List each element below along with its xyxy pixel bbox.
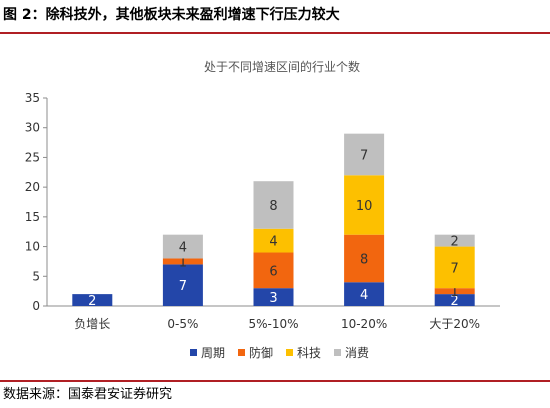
data-label: 6 <box>269 264 277 279</box>
bar-segment <box>162 258 203 265</box>
legend-swatch <box>190 349 197 356</box>
data-label: 1 <box>179 255 187 270</box>
data-label: 2 <box>451 294 459 309</box>
bar-segment <box>72 294 113 306</box>
legend-label: 消费 <box>345 346 369 360</box>
data-label: 8 <box>360 252 368 267</box>
y-tick-label: 20 <box>25 180 40 194</box>
y-tick-label: 5 <box>32 269 40 283</box>
bar-segment <box>253 181 294 229</box>
bar-segment <box>344 282 385 306</box>
y-tick-label: 0 <box>32 299 40 313</box>
data-label: 7 <box>179 279 187 294</box>
y-tick-label: 15 <box>25 210 40 224</box>
bar-segment <box>162 234 203 259</box>
x-tick-label: 大于20% <box>429 317 480 331</box>
bar-segment <box>344 234 385 283</box>
data-label: 10 <box>356 199 373 214</box>
data-label: 1 <box>451 285 459 300</box>
y-tick-label: 10 <box>25 240 40 254</box>
data-label: 8 <box>269 199 277 214</box>
data-label: 4 <box>269 235 277 250</box>
title-rule <box>0 32 550 34</box>
x-tick-label: 10-20% <box>341 317 387 331</box>
bar-segment <box>434 234 475 247</box>
legend-label: 防御 <box>249 345 273 360</box>
bar-segment <box>162 264 203 306</box>
legend-label: 科技 <box>297 346 321 360</box>
data-label: 7 <box>360 148 368 163</box>
legend-swatch <box>238 349 245 356</box>
legend-swatch <box>334 349 341 356</box>
legend: 周期 防御 科技 消费 <box>190 345 369 360</box>
figure-title: 图 2：除科技外，其他板块未来盈利增速下行压力较大 <box>3 7 340 23</box>
source-note: 数据来源：国泰君安证券研究 <box>3 387 173 402</box>
bar-segment <box>434 294 475 306</box>
x-axis-labels: 负增长 0-5% 5%-10% 10-20% 大于20% <box>74 317 480 331</box>
bar-segment <box>434 288 475 295</box>
source-rule <box>0 380 550 382</box>
data-label: 2 <box>451 235 459 250</box>
bar-segment <box>253 228 294 253</box>
bar-segment <box>253 288 294 306</box>
bar-segment <box>344 133 385 176</box>
x-tick-label: 5%-10% <box>248 317 298 331</box>
y-tick-label: 35 <box>25 91 40 105</box>
data-label: 7 <box>451 261 459 276</box>
data-label: 3 <box>269 291 277 306</box>
bar-segment <box>434 246 475 289</box>
bar-segment <box>253 252 294 289</box>
data-label: 4 <box>179 241 187 256</box>
bar-segment <box>344 175 385 235</box>
data-label: 4 <box>360 288 368 303</box>
y-tick-label: 25 <box>25 150 40 164</box>
y-tick-label: 30 <box>25 121 40 135</box>
legend-swatch <box>286 349 293 356</box>
chart-title: 处于不同增速区间的行业个数 <box>204 59 360 74</box>
x-tick-label: 0-5% <box>167 317 198 331</box>
legend-label: 周期 <box>201 346 225 360</box>
x-tick-label: 负增长 <box>74 317 110 331</box>
data-label: 2 <box>88 294 96 309</box>
